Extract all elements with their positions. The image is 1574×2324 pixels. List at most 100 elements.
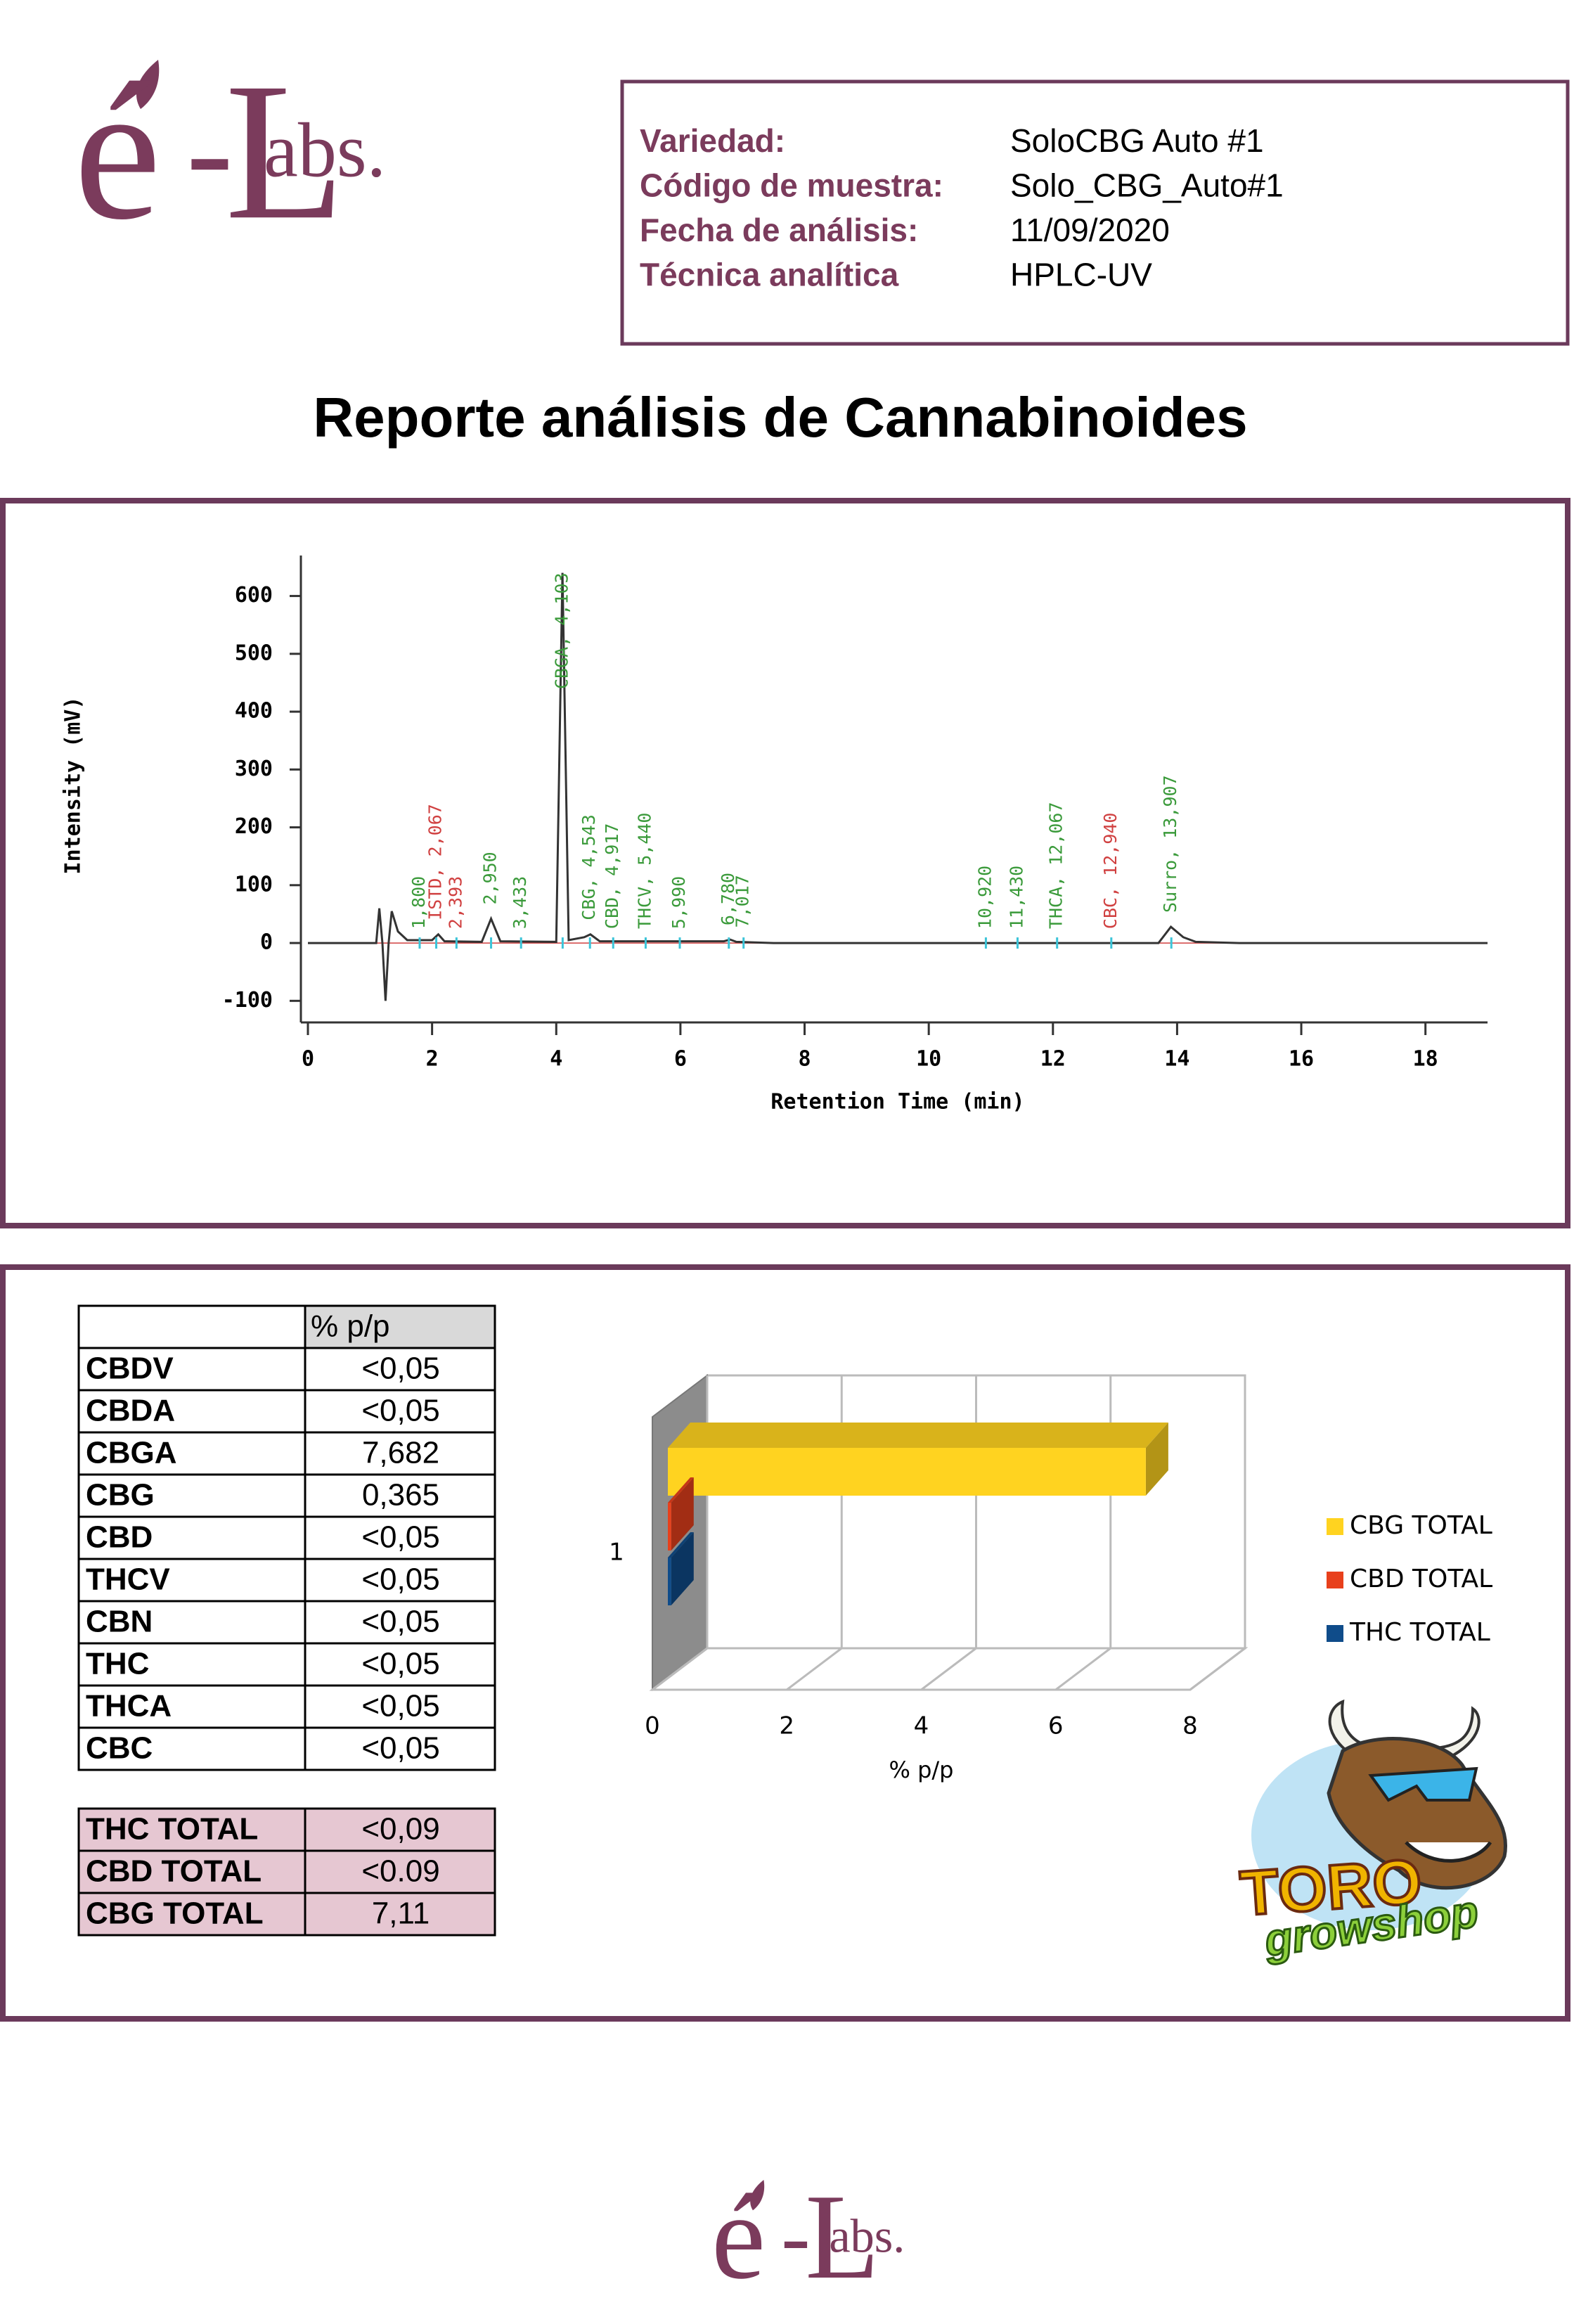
bar-side (671, 1532, 694, 1605)
y-tick-label: 300 (235, 757, 273, 781)
row-value: <0,05 (361, 1394, 439, 1428)
field-label: Variedad: (640, 122, 785, 159)
legend-label: CBG TOTAL (1350, 1511, 1492, 1540)
trace (308, 572, 1488, 1001)
peak-label: 2,393 (445, 876, 465, 929)
table-cell (304, 1642, 496, 1687)
legend-swatch (1327, 1518, 1343, 1535)
logo-dash: - (781, 2188, 810, 2284)
row-value: <0,05 (361, 1689, 439, 1723)
x-axis-label: Retention Time (min) (770, 1090, 1024, 1115)
peak-label: THCA, 12,067 (1046, 802, 1066, 929)
row-label: CBGA (86, 1436, 177, 1470)
bar (668, 1503, 671, 1551)
peak-label: ISTD, 2,067 (425, 804, 446, 920)
x-tick-label: 6 (674, 1047, 687, 1072)
row-value: 7,682 (362, 1436, 439, 1470)
row-label: CBD TOTAL (86, 1854, 262, 1889)
x-tick-label: 18 (1413, 1047, 1438, 1072)
sponsor-horn (1438, 1706, 1481, 1760)
bar-side (1145, 1423, 1168, 1496)
table-cell (304, 1558, 496, 1603)
bar-top (668, 1423, 1168, 1448)
row-label: THCA (86, 1689, 172, 1723)
y-tick-label: 0 (260, 930, 273, 955)
field-value: SoloCBG Auto #1 (1010, 122, 1264, 159)
y-tick-label: 500 (235, 641, 273, 665)
floor-line (652, 1647, 708, 1691)
x-tick-label: 8 (1182, 1712, 1198, 1740)
table-cell (77, 1473, 307, 1518)
table-cell (77, 1431, 307, 1476)
row-value: 0,365 (362, 1478, 439, 1513)
row-value: 7,11 (372, 1896, 430, 1931)
field-value: Solo_CBG_Auto#1 (1010, 167, 1284, 204)
peak-label: 7,017 (733, 875, 753, 927)
x-tick-label: 4 (550, 1047, 562, 1072)
floor-line (786, 1647, 843, 1691)
table-cell (77, 1807, 307, 1852)
sponsor-smile (1405, 1841, 1492, 1863)
peak-label: THCV, 5,440 (634, 812, 654, 929)
field-value: HPLC-UV (1010, 257, 1152, 293)
table-cell (77, 1389, 307, 1434)
table-cell (304, 1347, 496, 1392)
floor-line (1054, 1647, 1111, 1691)
row-label: THC (86, 1647, 149, 1681)
legend-swatch (1327, 1625, 1343, 1642)
floor-line (1189, 1647, 1246, 1691)
y-tick-label: -100 (222, 988, 273, 1013)
peak-label: CBGA, 4,103 (551, 572, 572, 689)
table-head (77, 1304, 307, 1349)
x-tick-label: 8 (798, 1047, 811, 1072)
table-cell (304, 1473, 496, 1518)
bar (668, 1558, 671, 1605)
table-cell (304, 1726, 496, 1771)
legend-swatch (1327, 1572, 1343, 1588)
row-value: <0.09 (361, 1854, 439, 1889)
peak-label: 10,920 (974, 866, 995, 929)
table-cell (304, 1600, 496, 1645)
logo-leaf (136, 60, 160, 109)
row-label: THCV (86, 1562, 170, 1597)
row-value: <0,05 (361, 1352, 439, 1386)
peak-label: 5,990 (669, 876, 689, 929)
peak-label: CBG, 4,543 (579, 814, 599, 920)
logo-l: L (225, 41, 345, 260)
legend-label: THC TOTAL (1349, 1618, 1490, 1647)
peak-label: 6,780 (718, 873, 738, 925)
row-label: CBDV (86, 1352, 174, 1386)
peak-label: Surro, 13,907 (1160, 775, 1180, 913)
table-cell (304, 1431, 496, 1476)
x-tick-label: 12 (1040, 1047, 1066, 1072)
table-cell (304, 1849, 496, 1894)
field-label: Técnica analítica (640, 257, 899, 293)
x-tick-label: 16 (1289, 1047, 1314, 1072)
field-value: 11/09/2020 (1010, 212, 1170, 248)
x-tick-label: 2 (779, 1712, 794, 1740)
logo-dash: - (186, 73, 233, 229)
peak-label: 3,433 (510, 876, 530, 929)
bar-top (668, 1477, 694, 1503)
x-tick-label: 10 (916, 1047, 941, 1072)
field-label: Fecha de análisis: (640, 212, 918, 248)
y-axis-label: Intensity (mV) (61, 697, 86, 875)
floor-line (920, 1647, 977, 1691)
table-cell (304, 1892, 496, 1937)
row-label: CBD (86, 1520, 153, 1555)
row-label: CBG TOTAL (86, 1896, 264, 1931)
table-cell (77, 1892, 307, 1937)
table-cell (304, 1807, 496, 1852)
x-tick-label: 4 (914, 1712, 929, 1740)
logo-l: L (805, 2169, 879, 2304)
logo-e: é (74, 41, 161, 260)
legend-label: CBD TOTAL (1350, 1565, 1492, 1593)
chromatogram-panel (0, 498, 1570, 1228)
table-cell (77, 1347, 307, 1392)
x-tick-label: 0 (645, 1712, 660, 1740)
info-box (620, 79, 1570, 346)
row-label: CBDA (86, 1394, 175, 1428)
row-value: <0,09 (361, 1812, 439, 1847)
